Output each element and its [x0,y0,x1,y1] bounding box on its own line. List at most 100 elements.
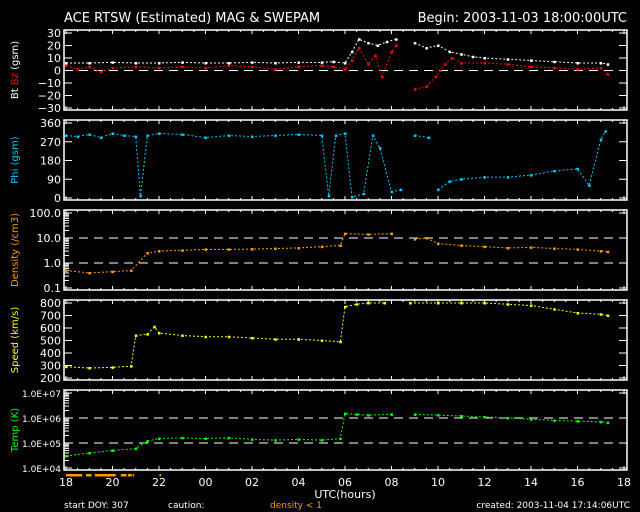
y-axis-label: Temp (K) [10,408,21,453]
data-point [158,67,161,70]
data-point [395,38,398,41]
data-point [344,305,347,309]
caution-marker [127,474,132,477]
y-tick-label: −20 [38,90,61,103]
chart-title: ACE RTSW (Estimated) MAG & SWEPAM [64,11,320,26]
x-tick-label: 02 [245,476,259,489]
x-axis-label: UTC(hours) [314,488,375,501]
data-point [204,62,207,65]
data-point [588,184,591,187]
series-trace [414,237,608,253]
data-point [251,61,254,64]
data-point [181,65,184,69]
data-point [530,65,533,69]
data-point [332,65,335,69]
data-point [204,437,207,441]
data-point [376,44,380,47]
data-point [320,64,324,67]
series-trace [414,42,608,65]
y-tick-label: 500 [40,335,61,348]
series-phi [65,130,607,199]
caution-marker [66,474,83,477]
caution-marker [120,474,127,477]
y-tick-label: 1.0E+04 [22,465,61,475]
y-tick-label: 600 [40,322,61,335]
x-tick-label: 12 [478,476,492,489]
data-point [111,270,114,274]
y-axis-label-part: Temp (K) [10,408,21,453]
data-point [395,44,398,47]
data-point [606,250,610,254]
data-point [390,50,393,54]
y-tick-label: 0 [54,192,61,205]
data-point [427,136,431,140]
series-speed [65,302,610,370]
data-point [483,302,486,305]
x-tick-label: 14 [524,476,538,489]
data-point [146,333,149,336]
data-point [111,366,114,369]
data-point [399,188,403,192]
data-point [576,167,579,171]
series-trace [66,38,397,64]
data-point [606,421,610,425]
data-point [553,60,556,64]
data-point [344,132,347,135]
series-trace [65,302,385,369]
y-axis-label: Speed (km/s) [10,307,21,374]
y-tick-label: 1.0 [44,257,62,270]
data-point [506,63,510,66]
data-point [355,303,359,306]
y-axis-label-part: Density (/cm3) [10,213,21,287]
data-point [339,340,342,344]
panel-frame [63,389,628,471]
data-point [123,134,126,137]
panel-phi: 0 90 180 270 360 Phi (gsm) [10,117,628,205]
series-trace [65,132,401,198]
data-point [204,67,207,70]
data-point [460,178,463,181]
data-point [274,338,277,341]
x-tick-label: 00 [199,476,213,489]
x-tick-label: 20 [106,476,120,489]
data-point [367,63,370,66]
series-temp [65,412,610,458]
series-trace [437,131,606,191]
data-point [297,65,300,69]
data-point [483,415,486,419]
caution-value: density < 1 [270,501,322,511]
data-point [437,414,440,417]
y-tick-label: 180 [40,155,61,168]
x-tick-label: 18 [617,476,631,489]
series-trace [65,45,397,79]
x-tick-label: 04 [292,476,306,489]
data-point [332,60,335,64]
data-point [553,67,556,70]
data-point [599,420,603,424]
data-point [344,68,347,71]
data-point [134,62,138,65]
y-axis-label-part: Bt [10,88,21,99]
created-time: created: 2003-11-04 17:14:06UTC [476,501,630,511]
y-tick-label: 200 [40,372,61,385]
data-point [425,85,428,89]
start-doy: start DOY: 307 [64,501,129,511]
y-tick-label: 1.0E+05 [22,440,61,450]
data-point [378,147,382,150]
y-tick-label: 90 [47,173,61,186]
data-point [450,57,454,60]
series-trace [414,57,609,90]
y-tick-label: 10.0 [37,232,62,245]
data-point [99,136,103,140]
data-point [576,62,579,65]
data-point [506,246,510,250]
y-axis-label-part: Phi (gsm) [10,136,21,184]
data-point [139,194,142,198]
data-point [88,62,91,65]
y-tick-label: −30 [38,102,61,115]
data-point [344,62,347,65]
caution-marker [85,474,92,477]
data-point [383,302,387,305]
